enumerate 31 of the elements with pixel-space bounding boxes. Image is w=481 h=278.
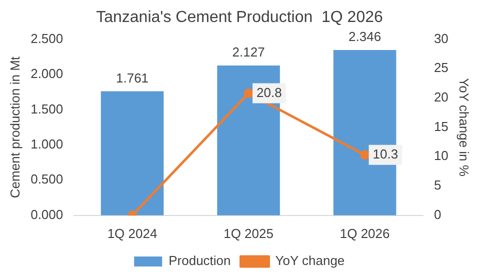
- y-tick-label: 0.500: [30, 172, 64, 187]
- x-tick-label: 1Q 2025: [224, 226, 274, 241]
- y-tick-label: 1.500: [30, 101, 64, 116]
- y-tick-label: 0.000: [30, 206, 64, 222]
- chart-title: Tanzania's Cement Production 1Q 2026: [96, 9, 383, 26]
- legend-label: YoY change: [275, 253, 345, 268]
- y2-tick-label: 5: [434, 178, 442, 193]
- data-label: 20.8: [256, 84, 282, 100]
- point: [244, 88, 254, 98]
- legend-label: Production: [168, 253, 231, 268]
- y2-tick-label: 15: [434, 118, 448, 134]
- y2-tick-label: 20: [434, 90, 448, 105]
- data-label: 10.3: [372, 146, 398, 162]
- y-tick-label: 2.000: [30, 66, 64, 82]
- bar: [333, 50, 396, 216]
- bar: [100, 91, 164, 216]
- x-tick-label: 1Q 2026: [340, 226, 390, 241]
- data-label: 2.346: [348, 29, 382, 44]
- y-axis-title: Cement production in Mt: [7, 56, 22, 198]
- y-tick-label: 1.000: [30, 136, 64, 152]
- x-tick-label: 1Q 2024: [107, 226, 158, 241]
- y2-tick-label: 10: [434, 148, 448, 164]
- y2-axis-title: YoY change in %: [456, 78, 472, 177]
- data-label: 2.127: [232, 44, 265, 60]
- y2-tick-label: 25: [434, 60, 448, 76]
- point: [360, 150, 370, 160]
- y-tick-label: 2.500: [30, 30, 64, 46]
- y2-tick-label: 0: [434, 206, 442, 222]
- data-label: 1.761: [116, 70, 149, 86]
- y2-tick-label: 30: [434, 30, 448, 46]
- bar: [217, 65, 280, 216]
